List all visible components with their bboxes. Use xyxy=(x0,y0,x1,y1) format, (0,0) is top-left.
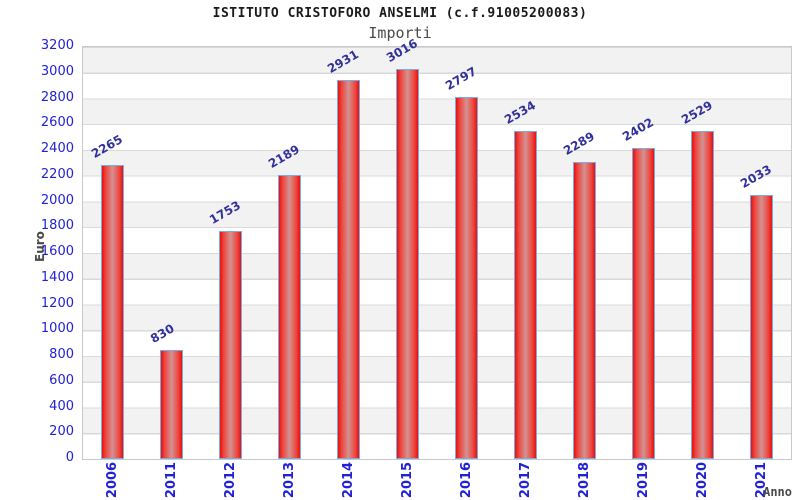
bar-2011 xyxy=(160,350,183,459)
bar-2018 xyxy=(573,162,596,459)
x-tick-2011: 2011 xyxy=(163,461,179,499)
y-tick-3000: 3000 xyxy=(40,63,74,79)
x-tick-2015: 2015 xyxy=(399,461,415,499)
x-tick-2019: 2019 xyxy=(635,461,651,499)
bar-2021 xyxy=(750,195,773,459)
y-tick-0: 0 xyxy=(65,450,74,465)
y-tick-3200: 3200 xyxy=(40,38,74,53)
bar-value-label-2020: 2529 xyxy=(678,98,715,127)
y-tick-1600: 1600 xyxy=(40,244,74,259)
bar-2020 xyxy=(691,131,714,459)
bar-2017 xyxy=(514,131,537,459)
x-tick-2016: 2016 xyxy=(458,461,474,499)
bar-value-label-2012: 1753 xyxy=(206,198,243,227)
bar-2019 xyxy=(632,148,655,459)
bar-2006 xyxy=(101,165,124,459)
x-tick-2006: 2006 xyxy=(104,461,120,499)
bar-value-label-2011: 830 xyxy=(147,321,177,346)
bar-2016 xyxy=(455,97,478,459)
bar-value-label-2014: 2931 xyxy=(324,47,361,76)
y-tick-2600: 2600 xyxy=(40,115,74,131)
bar-value-label-2018: 2289 xyxy=(560,129,597,158)
bar-2012 xyxy=(219,231,242,459)
y-tick-600: 600 xyxy=(49,372,74,388)
y-tick-2800: 2800 xyxy=(40,89,74,105)
x-tick-2020: 2020 xyxy=(694,461,710,499)
x-tick-2014: 2014 xyxy=(340,461,356,499)
y-tick-1000: 1000 xyxy=(40,321,74,337)
bar-value-label-2006: 2265 xyxy=(88,132,125,161)
x-axis-label: Anno xyxy=(763,485,792,499)
y-tick-1400: 1400 xyxy=(40,269,74,285)
bar-2013 xyxy=(278,175,301,459)
x-tick-2012: 2012 xyxy=(222,461,238,499)
chart-subtitle: Importi xyxy=(368,24,432,42)
y-tick-1800: 1800 xyxy=(40,218,74,234)
y-tick-800: 800 xyxy=(49,347,74,362)
bar-value-label-2021: 2033 xyxy=(737,162,774,191)
y-tick-2200: 2200 xyxy=(40,166,74,182)
y-tick-1200: 1200 xyxy=(40,295,74,311)
y-tick-2400: 2400 xyxy=(40,141,74,156)
y-tick-2000: 2000 xyxy=(40,192,74,208)
bar-value-label-2016: 2797 xyxy=(442,64,479,93)
x-tick-2017: 2017 xyxy=(517,461,533,499)
x-tick-2018: 2018 xyxy=(576,461,592,499)
plot-area: 2265 830 1753 2189 2931 3016 2797 2534 2289 2402 2… xyxy=(82,36,792,460)
y-tick-200: 200 xyxy=(49,424,74,440)
x-tick-2013: 2013 xyxy=(281,461,297,499)
bar-value-label-2019: 2402 xyxy=(619,115,656,144)
chart-title: ISTITUTO CRISTOFORO ANSELMI (c.f.9100520… xyxy=(212,6,588,21)
bar-value-label-2013: 2189 xyxy=(265,142,302,171)
y-tick-400: 400 xyxy=(49,398,74,414)
bar-2014 xyxy=(337,80,360,459)
bar-value-label-2017: 2534 xyxy=(501,98,538,127)
bar-2015 xyxy=(396,69,419,459)
